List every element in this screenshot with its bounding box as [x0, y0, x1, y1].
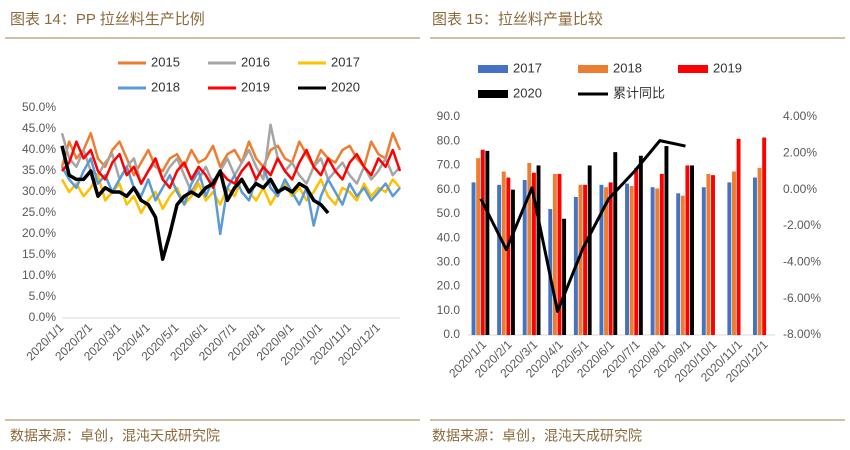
legend-label: 2019	[713, 60, 742, 75]
y-tick-label: 70.0	[437, 158, 461, 172]
legend-label: 2019	[241, 79, 270, 94]
bar	[690, 165, 694, 335]
bar	[522, 179, 527, 335]
bar	[587, 165, 592, 335]
y-tick-label: 30.0	[437, 255, 461, 269]
y-tick-label: 20.0	[437, 279, 461, 293]
y-tick-label: -2.00%	[783, 218, 821, 232]
bar	[536, 165, 541, 335]
legend-swatch	[678, 65, 708, 73]
bar	[650, 187, 655, 335]
y-tick-label: 2.00%	[783, 146, 817, 160]
bar	[711, 175, 715, 335]
y-tick-label: 45.0%	[22, 121, 56, 135]
bar	[562, 218, 567, 335]
bar	[727, 182, 732, 335]
bar	[680, 195, 685, 335]
bar	[634, 167, 639, 335]
y-tick-label: 10.0%	[22, 268, 56, 282]
bar	[613, 152, 618, 335]
chart-title: 图表 15：拉丝料产量比较	[432, 10, 603, 28]
series-line	[60, 145, 330, 261]
y-tick-label: 25.0%	[22, 205, 56, 219]
y-tick-label: 5.0%	[29, 289, 57, 303]
legend-label: 2018	[613, 60, 642, 75]
bar	[578, 184, 583, 335]
y-tick-label: 80.0	[437, 133, 461, 147]
bar	[476, 158, 481, 335]
legend-swatch	[478, 65, 508, 73]
y-tick-label: 40.0	[437, 230, 461, 244]
bar	[629, 186, 634, 335]
y-tick-label: 20.0%	[22, 226, 56, 240]
bar	[531, 172, 536, 335]
bar	[608, 182, 613, 335]
y-tick-label: 35.0%	[22, 163, 56, 177]
y-tick-label: -6.00%	[783, 291, 821, 305]
y-tick-label: -4.00%	[783, 255, 821, 269]
y-tick-label: 50.0	[437, 206, 461, 220]
bar	[664, 146, 669, 335]
y-tick-label: 0.0%	[29, 310, 57, 324]
bar	[497, 184, 502, 335]
y-tick-label: 40.0%	[22, 142, 56, 156]
bar	[510, 189, 515, 335]
bar	[527, 163, 532, 335]
bar	[501, 171, 506, 335]
source: 数据来源：卓创，混沌天成研究院	[10, 428, 220, 444]
bar	[685, 165, 690, 335]
bar	[638, 155, 643, 335]
bar	[583, 184, 588, 335]
legend-label: 2017	[331, 54, 360, 69]
bar	[676, 193, 681, 335]
y-tick-label: 4.00%	[783, 109, 817, 123]
bar	[659, 173, 664, 335]
chart-title: 图表 14：PP 拉丝料生产比例	[10, 11, 205, 28]
legend-label: 2017	[513, 60, 542, 75]
legend-label: 2020	[513, 85, 542, 100]
y-tick-label: 10.0	[437, 303, 461, 317]
y-tick-label: 0.0	[443, 327, 460, 341]
y-tick-label: 50.0%	[22, 100, 56, 114]
legend-label: 累计同比	[613, 85, 665, 100]
source: 数据来源：卓创，混沌天成研究院	[432, 428, 642, 444]
legend-label: 2016	[241, 54, 270, 69]
bar	[552, 173, 557, 335]
series-line	[60, 123, 401, 194]
bar	[762, 137, 767, 335]
bar	[557, 173, 562, 335]
bar	[480, 149, 485, 335]
bar	[625, 183, 629, 335]
legend-label: 2020	[331, 79, 360, 94]
series-line	[479, 139, 686, 313]
bar	[701, 187, 706, 335]
legend-label: 2015	[151, 54, 180, 69]
bar	[506, 177, 511, 335]
bar	[736, 138, 741, 335]
y-tick-label: 0.00%	[783, 182, 817, 196]
bar	[471, 182, 476, 335]
bar	[655, 188, 660, 335]
y-tick-label: -8.00%	[783, 327, 821, 341]
legend-swatch	[578, 65, 608, 73]
bar	[485, 150, 490, 335]
y-tick-label: 90.0	[437, 109, 461, 123]
bar	[752, 177, 757, 335]
legend-label: 2018	[151, 79, 180, 94]
bar	[599, 184, 604, 335]
bar	[732, 171, 736, 335]
series-line	[60, 131, 402, 177]
y-tick-label: 15.0%	[22, 247, 56, 261]
bar	[604, 187, 609, 335]
y-tick-label: 30.0%	[22, 184, 56, 198]
bar	[757, 167, 762, 335]
bar	[706, 173, 711, 335]
series-line	[61, 140, 402, 190]
legend-swatch	[478, 90, 508, 98]
y-tick-label: 60.0	[437, 182, 461, 196]
